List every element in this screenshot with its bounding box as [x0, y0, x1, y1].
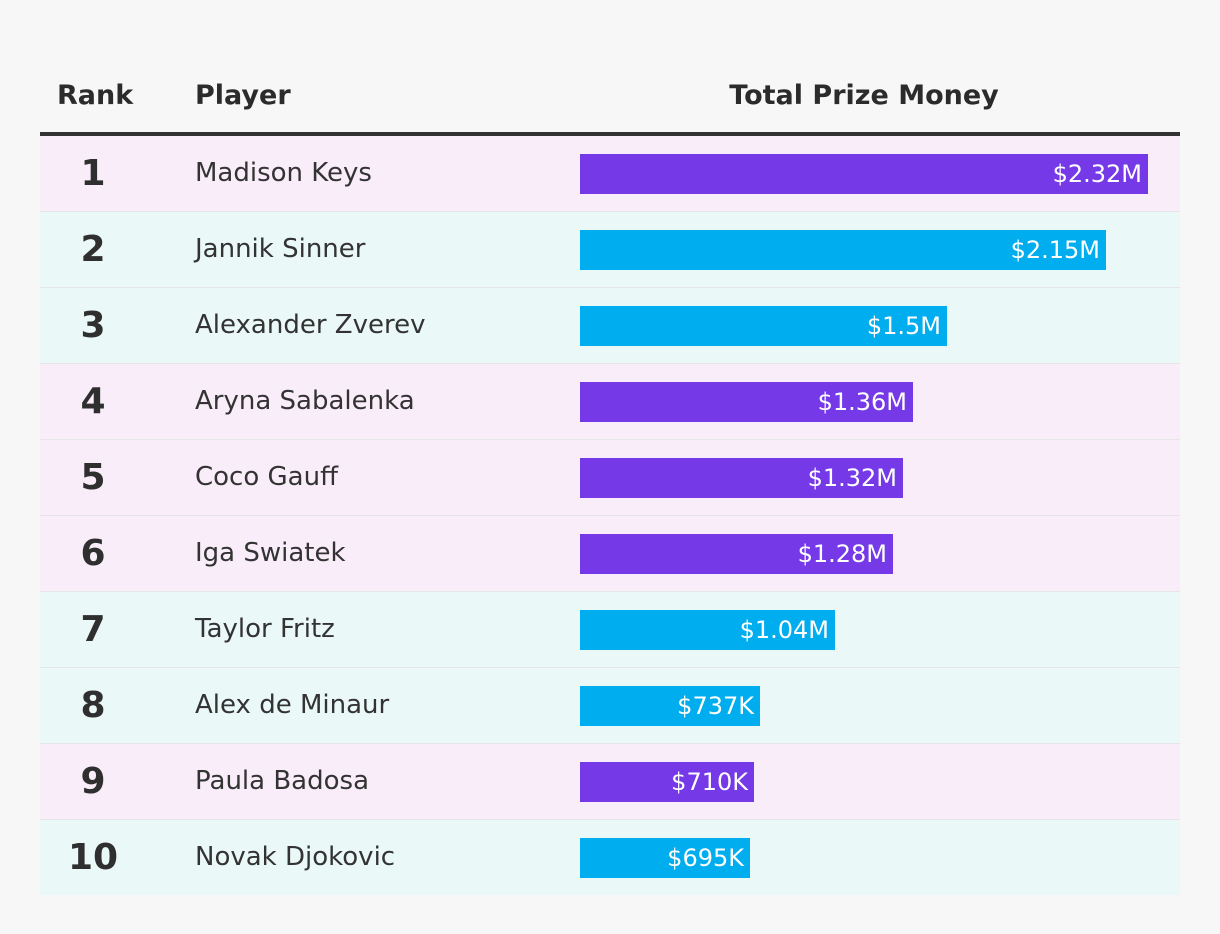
table-row: 9 Paula Badosa $710K [40, 744, 1180, 820]
player-name: Jannik Sinner [195, 234, 366, 264]
prize-money-bar: $1.04M [580, 610, 835, 650]
table-row: 3 Alexander Zverev $1.5M [40, 288, 1180, 364]
prize-money-bar: $695K [580, 838, 750, 878]
rank-cell: 7 [80, 609, 106, 650]
table-row: 10 Novak Djokovic $695K [40, 820, 1180, 895]
prize-money-bar: $710K [580, 762, 754, 802]
rank-cell: 8 [80, 685, 106, 726]
prize-money-bar: $1.32M [580, 458, 903, 498]
table-row: 5 Coco Gauff $1.32M [40, 440, 1180, 516]
player-name: Alexander Zverev [195, 310, 426, 340]
prize-money-table: Rank Player Total Prize Money 1 Madison K… [40, 60, 1180, 895]
rank-cell: 10 [67, 837, 119, 878]
player-name: Iga Swiatek [195, 538, 346, 568]
player-name: Taylor Fritz [195, 614, 335, 644]
table-row: 6 Iga Swiatek $1.28M [40, 516, 1180, 592]
table-row: 4 Aryna Sabalenka $1.36M [40, 364, 1180, 440]
rank-cell: 1 [80, 153, 106, 194]
table-row: 2 Jannik Sinner $2.15M [40, 212, 1180, 288]
rank-cell: 2 [80, 229, 106, 270]
table-row: 7 Taylor Fritz $1.04M [40, 592, 1180, 668]
player-name: Paula Badosa [195, 766, 370, 796]
player-name: Alex de Minaur [195, 690, 390, 720]
rank-cell: 3 [80, 305, 106, 346]
player-name: Aryna Sabalenka [195, 386, 415, 416]
prize-money-bar: $1.36M [580, 382, 913, 422]
table-body: 1 Madison Keys $2.32M 2 Jannik Sinner $2.15M 3… [40, 136, 1180, 895]
rank-cell: 5 [80, 457, 106, 498]
table-row: 1 Madison Keys $2.32M [40, 136, 1180, 212]
prize-money-bar: $2.32M [580, 154, 1148, 194]
prize-money-bar: $1.5M [580, 306, 947, 346]
rank-cell: 4 [80, 381, 106, 422]
player-column-header: Player [195, 80, 291, 111]
rank-cell: 6 [80, 533, 106, 574]
table-row: 8 Alex de Minaur $737K [40, 668, 1180, 744]
table-header: Rank Player Total Prize Money [40, 60, 1180, 136]
player-name: Novak Djokovic [195, 842, 396, 872]
prize-money-bar: $737K [580, 686, 760, 726]
prize-money-bar: $1.28M [580, 534, 893, 574]
prize-money-column-header: Total Prize Money [729, 80, 999, 111]
player-name: Coco Gauff [195, 462, 338, 492]
rank-cell: 9 [80, 761, 106, 802]
prize-money-bar: $2.15M [580, 230, 1106, 270]
rank-column-header: Rank [57, 80, 134, 111]
player-name: Madison Keys [195, 158, 372, 188]
